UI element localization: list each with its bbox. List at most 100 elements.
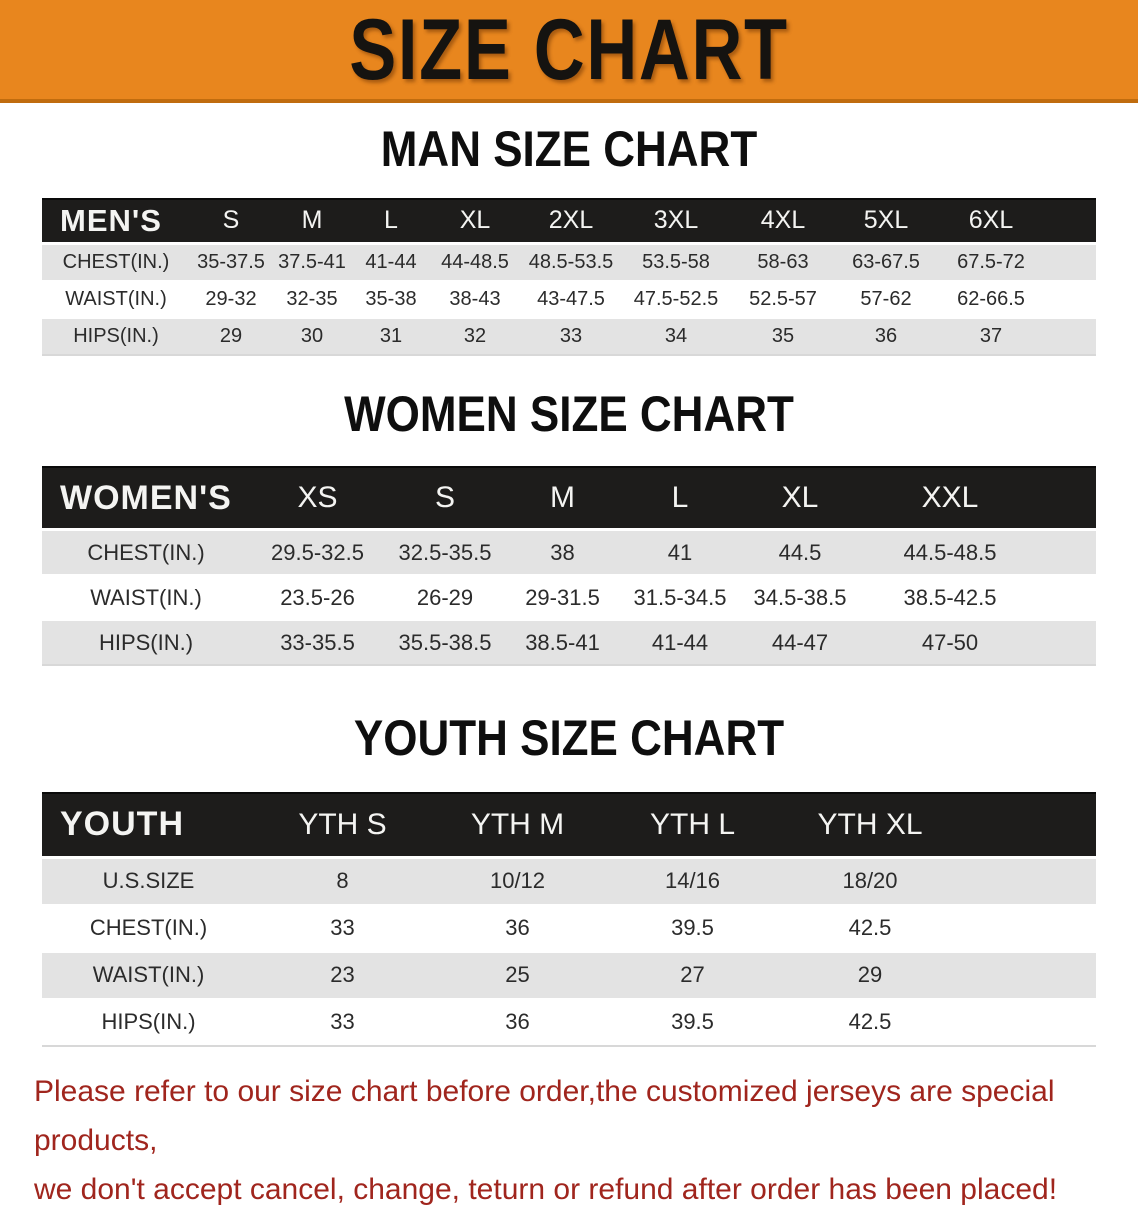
table-header-row: MEN'S S M L XL 2XL 3XL 4XL 5XL 6XL (42, 197, 1096, 245)
size-header-cell: YTH L (605, 791, 780, 859)
value-cell: 58-63 (730, 243, 836, 281)
value-cell: 31.5-34.5 (620, 575, 740, 620)
table-row: HIPS(IN.) 33-35.5 35.5-38.5 38.5-41 41-44 44-… (42, 620, 1096, 665)
row-label-cell: WAIST(IN.) (42, 280, 190, 318)
spacer-cell (1046, 280, 1096, 318)
value-cell: 32.5-35.5 (385, 529, 505, 575)
value-cell: 67.5-72 (936, 243, 1046, 281)
value-cell: 33 (255, 904, 430, 952)
value-cell: 18/20 (780, 857, 960, 905)
value-cell: 29-31.5 (505, 575, 620, 620)
value-cell: 32 (430, 317, 520, 355)
value-cell: 39.5 (605, 998, 780, 1046)
value-cell: 44-48.5 (430, 243, 520, 281)
disclaimer-line-1: Please refer to our size chart before or… (34, 1074, 1055, 1157)
value-cell: 63-67.5 (836, 243, 936, 281)
size-header-cell: XXL (860, 466, 1040, 531)
spacer-cell (960, 951, 1096, 999)
size-header-cell: XL (430, 197, 520, 245)
value-cell: 10/12 (430, 857, 605, 905)
row-label-cell: CHEST(IN.) (42, 904, 255, 952)
value-cell: 57-62 (836, 280, 936, 318)
size-header-cell: YTH XL (780, 791, 960, 859)
value-cell: 41-44 (620, 620, 740, 665)
value-cell: 36 (430, 998, 605, 1046)
size-header-cell: M (505, 466, 620, 531)
disclaimer-line-2: we don't accept cancel, change, teturn o… (34, 1172, 1058, 1206)
size-header-cell: YTH S (255, 791, 430, 859)
row-label-cell: CHEST(IN.) (42, 529, 250, 575)
spacer-header-cell (1040, 466, 1096, 531)
table-row: U.S.SIZE 8 10/12 14/16 18/20 (42, 857, 1096, 905)
row-label-cell: HIPS(IN.) (42, 317, 190, 355)
value-cell: 14/16 (605, 857, 780, 905)
row-label-cell: HIPS(IN.) (42, 620, 250, 665)
value-cell: 25 (430, 951, 605, 999)
value-cell: 36 (836, 317, 936, 355)
value-cell: 30 (272, 317, 352, 355)
value-cell: 38.5-42.5 (860, 575, 1040, 620)
value-cell: 37.5-41 (272, 243, 352, 281)
value-cell: 35-38 (352, 280, 430, 318)
spacer-cell (1040, 529, 1096, 575)
spacer-cell (1046, 317, 1096, 355)
value-cell: 23.5-26 (250, 575, 385, 620)
table-row: CHEST(IN.) 33 36 39.5 42.5 (42, 904, 1096, 952)
spacer-cell (1040, 575, 1096, 620)
value-cell: 35-37.5 (190, 243, 272, 281)
table-header-row: YOUTH YTH S YTH M YTH L YTH XL (42, 791, 1096, 859)
size-header-cell: S (385, 466, 505, 531)
value-cell: 41-44 (352, 243, 430, 281)
value-cell: 38.5-41 (505, 620, 620, 665)
value-cell: 26-29 (385, 575, 505, 620)
value-cell: 38 (505, 529, 620, 575)
value-cell: 29.5-32.5 (250, 529, 385, 575)
value-cell: 41 (620, 529, 740, 575)
value-cell: 36 (430, 904, 605, 952)
table-row: CHEST(IN.) 35-37.5 37.5-41 41-44 44-48.5 48.5… (42, 243, 1096, 281)
disclaimer-text: Please refer to our size chart before or… (0, 1067, 1138, 1214)
value-cell: 31 (352, 317, 430, 355)
spacer-cell (1040, 620, 1096, 665)
size-chart-banner: SIZE CHART (0, 0, 1138, 103)
size-header-cell: 6XL (936, 197, 1046, 245)
size-header-cell: XL (740, 466, 860, 531)
value-cell: 27 (605, 951, 780, 999)
size-header-cell: M (272, 197, 352, 245)
value-cell: 33-35.5 (250, 620, 385, 665)
size-header-cell: XS (250, 466, 385, 531)
table-row: WAIST(IN.) 29-32 32-35 35-38 38-43 43-47.5 47.… (42, 280, 1096, 318)
women-size-chart-heading: WOMEN SIZE CHART (344, 385, 794, 442)
size-header-cell: 2XL (520, 197, 622, 245)
table-row: HIPS(IN.) 33 36 39.5 42.5 (42, 998, 1096, 1046)
value-cell: 32-35 (272, 280, 352, 318)
spacer-header-cell (960, 791, 1096, 859)
spacer-cell (960, 904, 1096, 952)
youth-size-table: YOUTH YTH S YTH M YTH L YTH XL U.S.SIZE 8 10/1… (42, 791, 1096, 1047)
value-cell: 35.5-38.5 (385, 620, 505, 665)
value-cell: 42.5 (780, 904, 960, 952)
size-header-cell: L (620, 466, 740, 531)
value-cell: 53.5-58 (622, 243, 730, 281)
row-label-cell: WAIST(IN.) (42, 951, 255, 999)
size-header-cell: YTH M (430, 791, 605, 859)
value-cell: 48.5-53.5 (520, 243, 622, 281)
value-cell: 44.5-48.5 (860, 529, 1040, 575)
value-cell: 42.5 (780, 998, 960, 1046)
size-header-cell: 5XL (836, 197, 936, 245)
spacer-cell (960, 998, 1096, 1046)
table-name-cell: MEN'S (42, 197, 190, 245)
size-header-cell: S (190, 197, 272, 245)
table-name-cell: WOMEN'S (42, 466, 250, 531)
value-cell: 44-47 (740, 620, 860, 665)
value-cell: 47.5-52.5 (622, 280, 730, 318)
value-cell: 33 (255, 998, 430, 1046)
value-cell: 23 (255, 951, 430, 999)
value-cell: 35 (730, 317, 836, 355)
man-size-chart-heading: MAN SIZE CHART (380, 121, 758, 177)
row-label-cell: HIPS(IN.) (42, 998, 255, 1046)
banner-title: SIZE CHART (349, 1, 789, 98)
table-row: WAIST(IN.) 23.5-26 26-29 29-31.5 31.5-34.5 34… (42, 575, 1096, 620)
mens-size-table: MEN'S S M L XL 2XL 3XL 4XL 5XL 6XL CHEST(IN.) 35-3… (42, 197, 1096, 356)
size-header-cell: 3XL (622, 197, 730, 245)
